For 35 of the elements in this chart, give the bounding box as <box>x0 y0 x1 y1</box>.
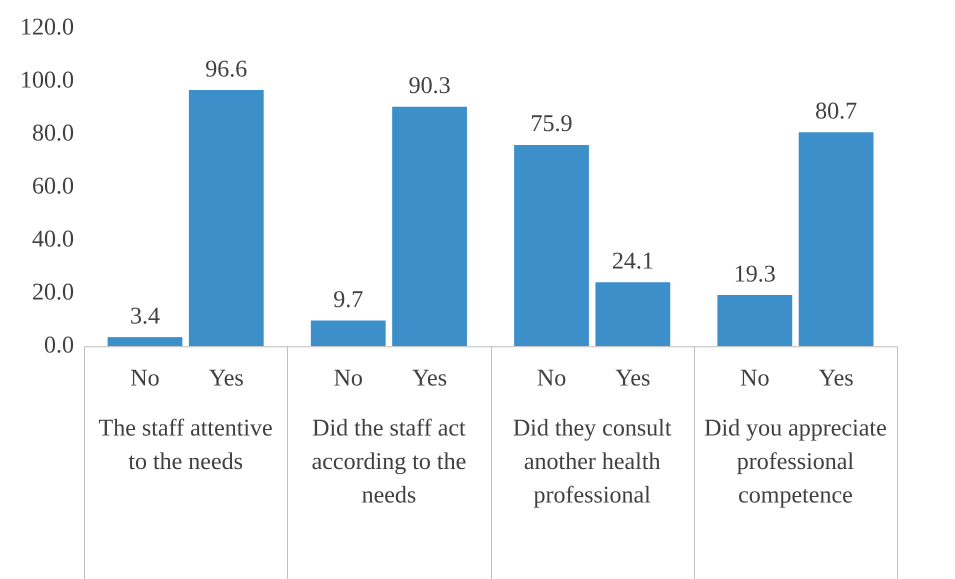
bar <box>595 282 670 346</box>
data-label: 9.7 <box>333 286 364 313</box>
text: No <box>536 365 566 392</box>
text: Yes <box>412 365 448 392</box>
series-label: No <box>130 365 160 392</box>
y-tick-label: 100.0 <box>20 67 74 94</box>
y-tick-label: 80.0 <box>32 120 74 146</box>
data-label: 90.3 <box>408 73 451 100</box>
x-tick-label: Did you appreciate professional competence <box>704 415 887 508</box>
y-tick-label: 120.0 <box>20 14 74 40</box>
data-label: 19.3 <box>734 261 776 288</box>
x-tick-label: Did they consult another health professional <box>512 415 672 508</box>
bar <box>310 320 386 346</box>
y-tick-label: 40.0 <box>32 226 74 252</box>
bar <box>188 90 264 346</box>
bar <box>108 337 182 346</box>
text: Yes <box>615 365 650 392</box>
x-tick-label: The staff attentive to the needs <box>98 415 273 475</box>
data-label: 75.9 <box>530 111 573 138</box>
y-tick-label: 20.0 <box>32 279 74 306</box>
series-label: Yes <box>208 365 244 392</box>
bar <box>514 144 589 346</box>
data-label: 80.7 <box>815 98 858 125</box>
text: No <box>334 365 363 392</box>
x-tick-label: Did the staff act according to the needs <box>312 415 466 508</box>
data-label: 24.1 <box>612 248 654 275</box>
bar <box>392 106 467 346</box>
y-tick-label: 60.0 <box>32 173 74 200</box>
bar <box>798 132 874 346</box>
data-label: 96.6 <box>205 56 248 82</box>
data-label: 3.4 <box>130 303 160 330</box>
text: No <box>740 365 770 392</box>
bar <box>717 295 792 346</box>
text: Yes <box>818 365 854 392</box>
y-tick-label: 0.0 <box>44 332 74 358</box>
